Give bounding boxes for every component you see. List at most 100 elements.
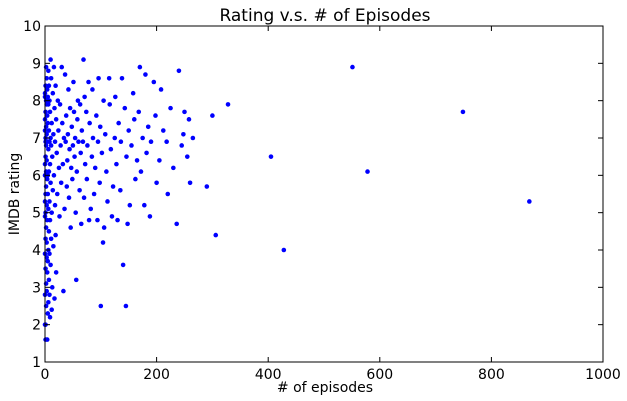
data-point xyxy=(62,72,68,77)
data-point xyxy=(210,113,215,118)
data-point xyxy=(56,128,61,133)
data-point xyxy=(130,90,136,96)
data-point xyxy=(47,161,53,167)
data-point xyxy=(82,161,88,167)
data-point xyxy=(268,154,274,159)
data-point xyxy=(46,277,52,283)
data-point xyxy=(89,154,95,159)
data-point xyxy=(72,154,77,159)
data-point xyxy=(113,94,118,100)
y-tick-label: 6 xyxy=(32,168,41,184)
data-point xyxy=(83,109,89,115)
data-point xyxy=(104,169,109,174)
data-point xyxy=(49,285,55,290)
data-point xyxy=(57,214,62,219)
data-point xyxy=(100,240,106,245)
data-point xyxy=(116,120,121,126)
data-point xyxy=(72,135,78,141)
data-point xyxy=(47,292,52,298)
data-point xyxy=(50,187,56,193)
x-tick-label: 0 xyxy=(41,367,50,383)
data-point xyxy=(176,68,182,74)
data-point xyxy=(55,98,61,103)
data-point xyxy=(78,221,84,227)
data-point xyxy=(47,199,52,204)
data-point xyxy=(129,143,134,148)
data-point xyxy=(164,139,169,145)
data-point xyxy=(140,135,145,141)
data-point xyxy=(52,105,57,111)
data-point xyxy=(73,210,78,215)
data-point xyxy=(138,169,144,174)
data-point xyxy=(51,243,56,249)
data-point xyxy=(43,154,48,159)
plot-frame xyxy=(44,25,604,363)
data-point xyxy=(120,262,126,268)
data-point xyxy=(94,113,99,118)
data-point xyxy=(49,307,54,313)
data-point xyxy=(44,176,50,182)
data-point xyxy=(460,109,466,115)
data-point xyxy=(47,251,52,257)
data-point xyxy=(186,117,192,122)
data-point xyxy=(87,120,92,126)
data-point xyxy=(59,64,65,70)
data-point xyxy=(102,131,108,137)
data-point xyxy=(63,113,69,118)
data-point xyxy=(123,303,129,309)
data-point xyxy=(108,146,114,152)
y-tick-label: 7 xyxy=(32,131,41,147)
data-point xyxy=(44,270,50,275)
data-point xyxy=(157,158,162,163)
data-point xyxy=(48,236,54,242)
data-point xyxy=(81,57,86,62)
data-point xyxy=(78,150,84,156)
data-point xyxy=(48,143,54,148)
data-point xyxy=(54,191,60,197)
data-point xyxy=(66,195,72,201)
data-point xyxy=(52,296,57,301)
data-point xyxy=(43,139,48,145)
data-point xyxy=(154,180,159,186)
data-point xyxy=(46,229,52,234)
x-axis-label: # of episodes xyxy=(277,380,373,396)
data-point xyxy=(44,288,49,294)
data-point xyxy=(179,143,185,148)
y-tick-label: 2 xyxy=(32,318,41,334)
data-point xyxy=(171,165,176,171)
y-tick-label: 10 xyxy=(23,19,41,35)
data-point xyxy=(43,337,48,342)
data-point xyxy=(68,165,74,171)
data-point xyxy=(187,180,193,186)
y-tick-label: 3 xyxy=(32,280,41,296)
data-point xyxy=(182,109,187,115)
data-point xyxy=(46,128,52,133)
data-point xyxy=(48,75,54,81)
data-point xyxy=(95,217,100,223)
data-point xyxy=(77,102,83,107)
data-point xyxy=(68,225,73,230)
data-point xyxy=(106,75,112,81)
data-point xyxy=(225,102,231,107)
data-point xyxy=(49,120,54,126)
data-point xyxy=(142,202,147,208)
data-point xyxy=(51,173,57,178)
data-point xyxy=(122,105,128,111)
data-point xyxy=(49,154,55,159)
data-point xyxy=(158,87,164,92)
data-point xyxy=(181,131,186,137)
data-point xyxy=(147,214,153,219)
data-point xyxy=(82,94,87,100)
data-point xyxy=(48,135,53,141)
data-point xyxy=(46,206,51,212)
y-tick-label: 8 xyxy=(32,94,41,110)
data-point xyxy=(45,120,51,126)
data-point xyxy=(90,135,96,141)
data-point xyxy=(98,303,104,309)
data-point xyxy=(44,255,49,260)
data-point xyxy=(43,83,48,89)
data-point xyxy=(48,57,53,62)
data-point xyxy=(118,187,123,193)
x-tick-label: 800 xyxy=(478,367,505,383)
data-point xyxy=(99,150,105,156)
